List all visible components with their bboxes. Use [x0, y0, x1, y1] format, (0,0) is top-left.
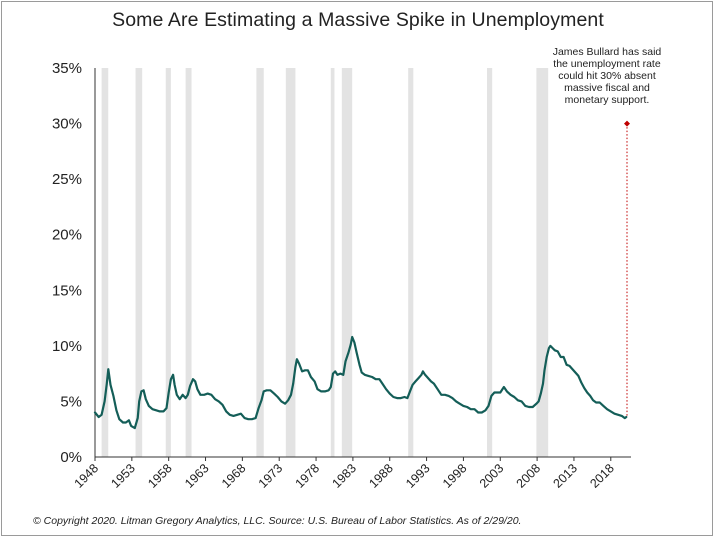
x-tick-label: 1958: [145, 461, 175, 491]
y-tick-label: 35%: [52, 60, 82, 77]
x-axis-ticks: 1948 1953 1958 1963 1968 1973 1978 1983 1988 1993…: [72, 457, 617, 491]
copyright-footer: © Copyright 2020. Litman Gregory Analyti…: [33, 515, 522, 527]
x-tick-label: 1978: [293, 461, 323, 491]
recession-band: [185, 68, 192, 457]
recession-band: [330, 68, 335, 457]
recession-band: [487, 68, 493, 457]
annotation-line: monetary support.: [565, 94, 650, 106]
x-tick-label: 1953: [108, 461, 138, 491]
y-tick-label: 5%: [60, 393, 82, 410]
recession-band: [256, 68, 264, 457]
recession-band: [408, 68, 414, 457]
recession-band: [341, 68, 353, 457]
y-axis-ticks: 0% 5% 10% 15% 20% 25% 30% 35%: [52, 60, 82, 466]
x-tick-label: 1993: [403, 461, 433, 491]
y-tick-label: 0%: [60, 449, 82, 466]
x-tick-label: 1983: [329, 461, 359, 491]
recession-band: [285, 68, 296, 457]
recession-bands: [101, 68, 549, 457]
recession-band: [101, 68, 109, 457]
recession-band: [135, 68, 143, 457]
annotation-line: James Bullard has said: [553, 46, 662, 58]
x-tick-label: 1963: [182, 461, 212, 491]
x-tick-label: 1998: [440, 461, 470, 491]
unemployment-rate-line: [93, 335, 628, 430]
recession-band: [536, 68, 549, 457]
x-tick-label: 1968: [219, 461, 249, 491]
x-tick-label: 2013: [551, 461, 581, 491]
annotation-line: could hit 30% absent: [558, 70, 656, 82]
x-tick-label: 2018: [587, 461, 617, 491]
y-tick-label: 10%: [52, 338, 82, 355]
x-tick-label: 2008: [514, 461, 544, 491]
y-tick-label: 25%: [52, 171, 82, 188]
x-tick-label: 2003: [477, 461, 507, 491]
y-tick-label: 15%: [52, 282, 82, 299]
x-tick-label: 1988: [366, 461, 396, 491]
recession-band: [165, 68, 171, 457]
axes: [94, 68, 631, 458]
annotation-line: the unemployment rate: [553, 58, 661, 70]
chart-title: Some Are Estimating a Massive Spike in U…: [112, 9, 604, 31]
y-tick-label: 30%: [52, 116, 82, 133]
y-tick-label: 20%: [52, 227, 82, 244]
x-tick-label: 1973: [256, 461, 286, 491]
projection-marker: [624, 120, 630, 127]
annotation-line: massive fiscal and: [564, 82, 650, 94]
